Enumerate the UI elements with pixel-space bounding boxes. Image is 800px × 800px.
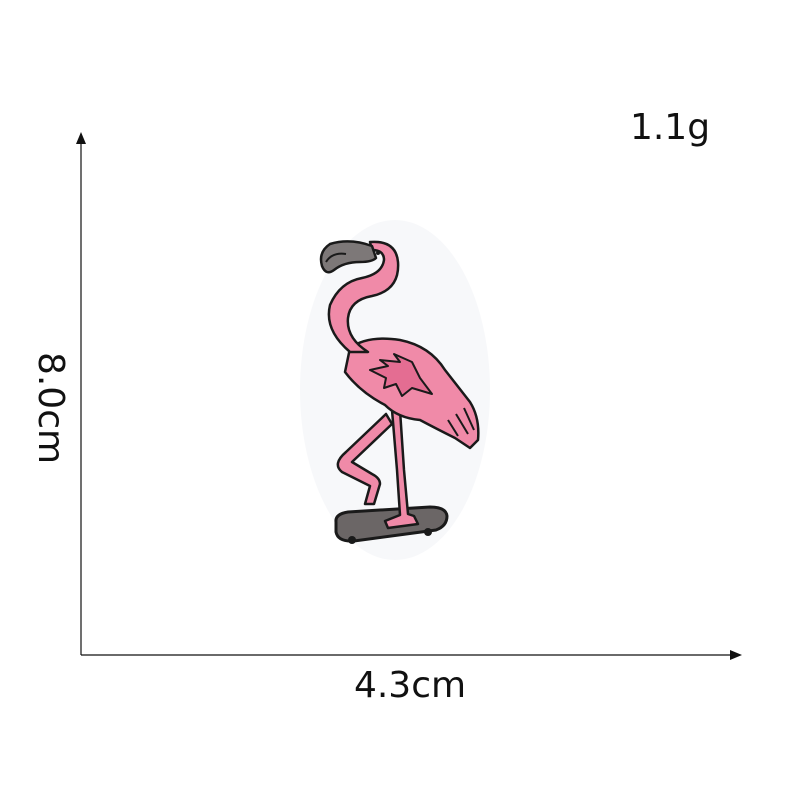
weight-label: 1.1g bbox=[629, 107, 711, 148]
width-label: 4.3cm bbox=[353, 665, 467, 706]
width-axis-arrow-icon bbox=[730, 650, 742, 660]
height-label: 8.0cm bbox=[30, 351, 71, 465]
height-axis-arrow-icon bbox=[76, 132, 86, 144]
